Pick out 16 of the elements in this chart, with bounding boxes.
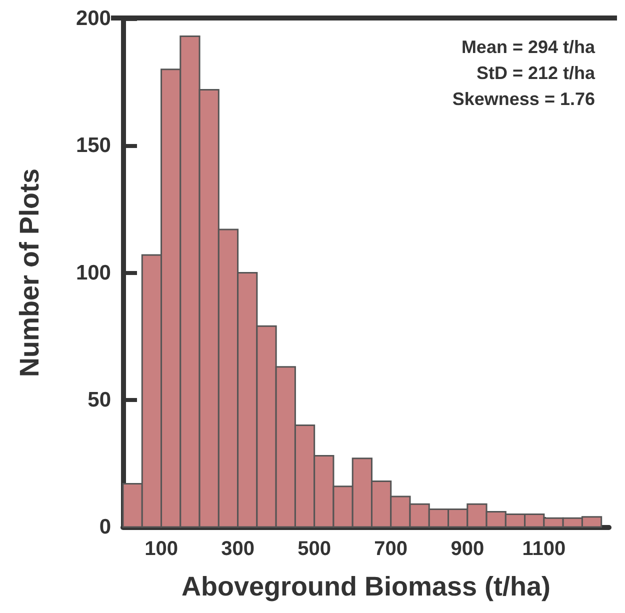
x-tick-label: 700 — [374, 538, 408, 560]
annotation: StD = 212 t/ha — [476, 63, 596, 83]
x-tick-label: 300 — [221, 538, 254, 560]
annotation: Skewness = 1.76 — [452, 89, 595, 109]
y-tick-label: 0 — [99, 516, 111, 538]
x-tick-label: 500 — [298, 538, 332, 560]
y-tick-label: 50 — [88, 388, 111, 412]
y-tick-label: 150 — [76, 134, 111, 158]
x-tick-label: 900 — [450, 538, 484, 560]
y-tick-label: 100 — [76, 261, 111, 284]
x-tick-label: 100 — [144, 538, 178, 560]
x-tick-label: 1100 — [522, 538, 566, 560]
y-axis-title: Number of Plots — [14, 168, 44, 378]
x-axis-title: Aboveground Biomass (t/ha) — [181, 572, 551, 602]
annotation: Mean = 294 t/ha — [461, 37, 596, 57]
y-tick-label: 200 — [76, 7, 111, 30]
